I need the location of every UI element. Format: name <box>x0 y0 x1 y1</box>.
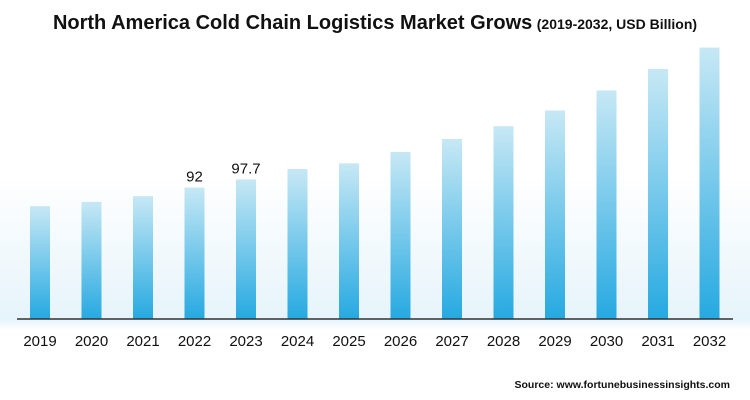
x-tick-label-2022: 2022 <box>178 333 211 350</box>
bar-2032 <box>699 47 720 319</box>
bar-2029 <box>545 110 565 319</box>
chart-subtitle: (2019-2032, USD Billion) <box>536 16 698 32</box>
bars-group <box>30 47 720 320</box>
x-tick-label-2023: 2023 <box>229 333 262 350</box>
x-tick-label-2024: 2024 <box>281 333 314 350</box>
bar-2020 <box>81 201 102 319</box>
data-label-2022: 92 <box>186 169 203 186</box>
x-tick-label-2027: 2027 <box>435 333 468 350</box>
bar-2026 <box>390 151 411 319</box>
x-tick-labels-group: 2019 2020 2021 2022 2023 2024 2025 2026 2027 2028… <box>23 333 726 350</box>
data-label-2023: 97.7 <box>231 160 260 177</box>
x-tick-label-2031: 2031 <box>641 333 674 350</box>
x-tick-label-2030: 2030 <box>590 333 623 350</box>
bar-2023 <box>236 179 256 319</box>
bar-2031 <box>648 69 668 319</box>
x-tick-label-2025: 2025 <box>332 333 365 350</box>
x-tick-label-2020: 2020 <box>75 333 108 350</box>
chart-title-block: North America Cold Chain Logistics Marke… <box>0 12 750 35</box>
x-tick-label-2019: 2019 <box>23 333 56 350</box>
source-note: Source: www.fortunebusinessinsights.com <box>514 379 730 391</box>
data-labels-group: 92 97.7 <box>186 160 260 185</box>
x-tick-label-2032: 2032 <box>693 333 726 350</box>
x-tick-label-2021: 2021 <box>126 333 159 350</box>
bar-2030 <box>596 90 617 319</box>
bar-2022 <box>184 187 205 319</box>
x-tick-label-2028: 2028 <box>487 333 520 350</box>
chart-title: North America Cold Chain Logistics Marke… <box>52 12 533 34</box>
bar-2025 <box>339 163 359 319</box>
bar-2024 <box>287 169 308 319</box>
x-tick-label-2026: 2026 <box>384 333 417 350</box>
bar-2021 <box>133 196 153 319</box>
bar-2028 <box>493 126 514 320</box>
bar-2027 <box>442 139 462 319</box>
bar-2019 <box>30 206 50 319</box>
x-tick-label-2029: 2029 <box>538 333 571 350</box>
